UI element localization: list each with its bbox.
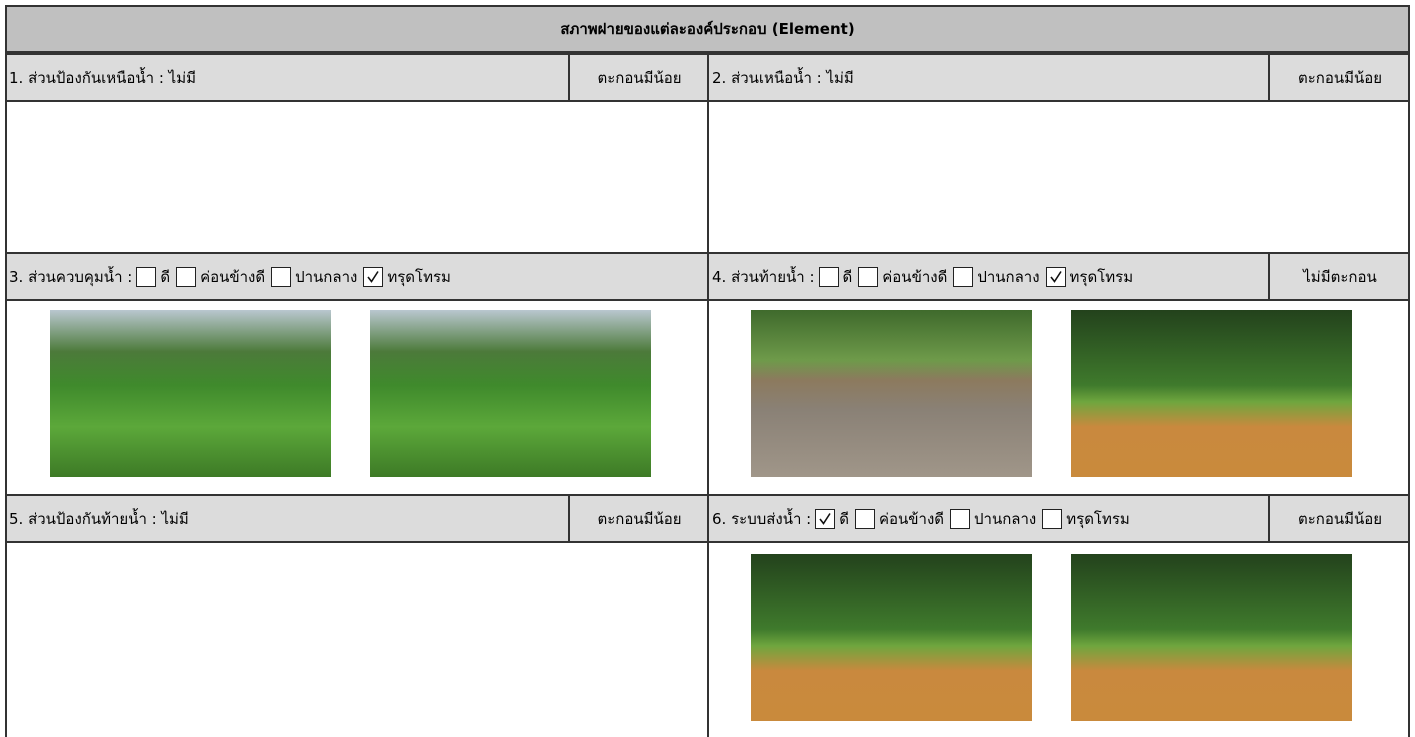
checkbox [818, 267, 839, 287]
checkbox [136, 267, 157, 287]
checkbox [271, 267, 292, 287]
photo [1071, 554, 1352, 721]
divider [707, 53, 709, 737]
options: ดี ค่อนข้างดี ปานกลาง ทรุดโทรม [132, 265, 453, 289]
sediment: ตะกอนมีน้อย [568, 494, 709, 543]
options: ดี ค่อนข้างดี ปานกลาง ทรุดโทรม [815, 265, 1136, 289]
checkbox [1045, 267, 1066, 287]
checkbox [953, 267, 974, 287]
option-label: ดี [842, 267, 853, 286]
option-label: ทรุดโทรม [1069, 267, 1134, 286]
section-label: 3. ส่วนควบคุมน้ำ : [9, 267, 133, 286]
check-mark [1049, 271, 1062, 283]
photo [751, 554, 1032, 721]
option-label: ทรุดโทรม [387, 267, 451, 286]
check-mark [819, 513, 831, 525]
options: ดี ค่อนข้างดี ปานกลาง ทรุดโทรม [811, 507, 1132, 531]
option-label: ค่อนข้างดี [878, 509, 945, 528]
option-label: ค่อนข้างดี [200, 267, 266, 286]
checkbox [854, 509, 875, 529]
option-label: ดี [839, 509, 849, 528]
border [5, 5, 7, 737]
option-label: ปานกลาง [974, 509, 1037, 528]
checkbox [950, 509, 971, 529]
section-label: 4. ส่วนท้ายน้ำ : [712, 267, 815, 286]
section-label: 5. ส่วนป้องกันท้ายน้ำ : ไม่มี [9, 509, 189, 528]
checkbox [815, 509, 836, 529]
section-header: 3. ส่วนควบคุมน้ำ : ดี ค่อนข้างดี ปานกลาง ทรุ… [5, 252, 710, 301]
option-label: ค่อนข้างดี [882, 267, 948, 286]
checkbox [176, 267, 197, 287]
sediment: ตะกอนมีน้อย [1268, 494, 1410, 543]
photo [751, 310, 1032, 477]
photo [50, 310, 331, 477]
border [1408, 5, 1410, 737]
section-label: 2. ส่วนเหนือน้ำ : ไม่มี [712, 68, 854, 87]
section-label: 1. ส่วนป้องกันเหนือน้ำ : ไม่มี [9, 68, 196, 87]
checkbox [858, 267, 879, 287]
option-label: ดี [160, 267, 171, 286]
option-label: ปานกลาง [295, 267, 358, 286]
section-label: 6. ระบบส่งน้ำ : [712, 509, 812, 528]
sediment: ไม่มีตะกอน [1268, 252, 1410, 301]
photo [370, 310, 651, 477]
sediment: ตะกอนมีน้อย [568, 53, 709, 102]
check-mark [367, 271, 380, 283]
table-title: สภาพฝายของแต่ละองค์ประกอบ (Element) [5, 5, 1410, 53]
option-label: ปานกลาง [977, 267, 1040, 286]
checkbox [1042, 509, 1063, 529]
checkbox [363, 267, 384, 287]
photo [1071, 310, 1352, 477]
option-label: ทรุดโทรม [1066, 509, 1130, 528]
sediment: ตะกอนมีน้อย [1268, 53, 1410, 102]
